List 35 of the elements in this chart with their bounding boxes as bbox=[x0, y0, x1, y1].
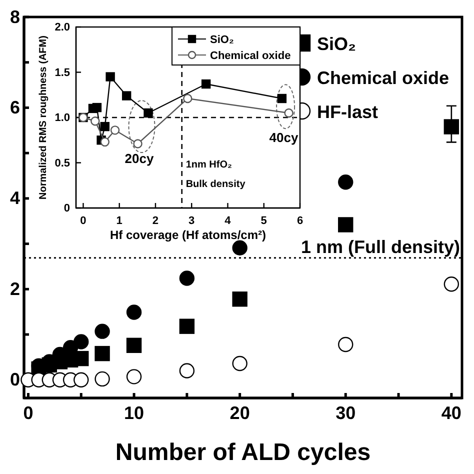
x-tick-label: 6 bbox=[296, 214, 304, 227]
ref-line-label: 1 nm (Full density) bbox=[300, 236, 460, 257]
annotation: 1nm HfO₂ bbox=[186, 159, 232, 170]
y-tick-label: 1.0 bbox=[54, 112, 70, 124]
y-tick-label: 2.0 bbox=[54, 22, 70, 34]
y-tick-label: 6 bbox=[10, 97, 20, 118]
x-tick-label: 20 bbox=[230, 402, 250, 423]
y-tick-label: 0.5 bbox=[54, 157, 70, 170]
legend-label: HF-last bbox=[317, 102, 378, 122]
x-tick-label: 0 bbox=[23, 402, 34, 423]
y-tick-label: 4 bbox=[10, 188, 20, 208]
x-tick-label: 3 bbox=[188, 214, 195, 227]
x-tick-label: 0 bbox=[80, 214, 86, 227]
annotation: Bulk density bbox=[186, 179, 246, 190]
y-tick-label: 1.5 bbox=[54, 66, 70, 79]
y-tick-label: 0 bbox=[10, 370, 20, 390]
x-tick-label: 40 bbox=[441, 402, 462, 423]
y-tick-label: 2 bbox=[10, 278, 20, 299]
x-tick-label: 10 bbox=[124, 402, 144, 423]
y-axis-title: Normalized RMS roughness (AFM) bbox=[38, 36, 49, 200]
x-tick-label: 2 bbox=[152, 214, 159, 227]
x-tick-label: 4 bbox=[224, 214, 232, 227]
x-tick-label: 1 bbox=[116, 214, 122, 227]
legend-label: SiO₂ bbox=[317, 34, 356, 54]
legend-label: SiO₂ bbox=[210, 34, 234, 46]
x-axis-title: Number of ALD cycles bbox=[115, 439, 371, 466]
annotation: 20cy bbox=[124, 150, 154, 166]
x-tick-label: 5 bbox=[260, 214, 267, 227]
legend-label: Chemical oxide bbox=[210, 50, 291, 62]
annotation: 40cy bbox=[269, 130, 299, 145]
y-tick-label: 0 bbox=[64, 202, 70, 215]
x-tick-label: 30 bbox=[336, 402, 356, 423]
x-axis-title: Hf coverage (Hf atoms/cm²) bbox=[110, 228, 266, 242]
legend-label: Chemical oxide bbox=[317, 68, 450, 88]
y-tick-label: 8 bbox=[10, 6, 20, 27]
